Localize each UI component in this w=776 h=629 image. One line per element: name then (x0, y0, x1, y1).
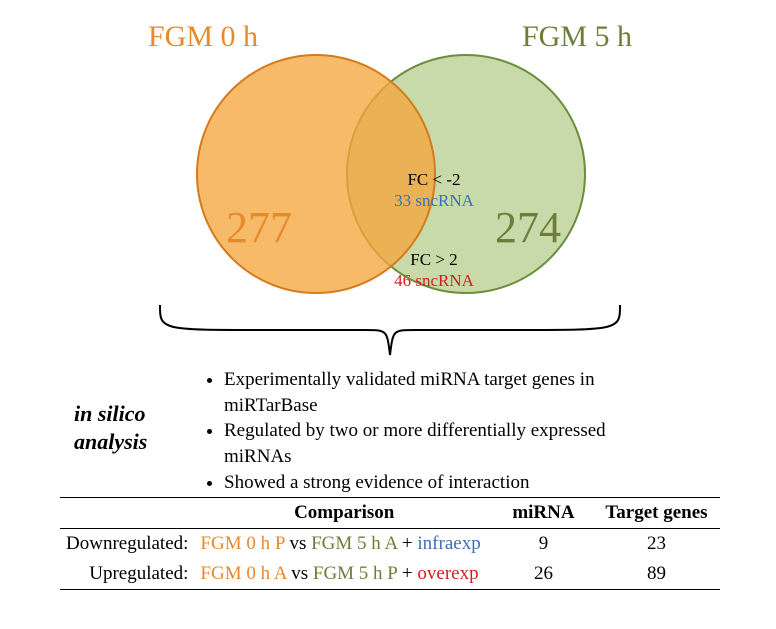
table-row: Upregulated: FGM 0 h A vs FGM 5 h P + ov… (60, 559, 720, 590)
row-comparison: FGM 0 h P vs FGM 5 h A + infraexp (194, 529, 494, 560)
figure-canvas: FGM 0 h FGM 5 h 277 274 FC < -2 33 sncRN… (0, 0, 776, 629)
row-label: Downregulated: (60, 529, 194, 560)
th-comparison: Comparison (194, 498, 494, 529)
intersect-top-cond: FC < -2 (354, 169, 514, 190)
cmp-a2: FGM 5 h P (313, 563, 397, 584)
cmp-vs: vs (286, 563, 312, 584)
venn-left-title: FGM 0 h (148, 20, 258, 54)
cmp-a1: FGM 0 h P (200, 533, 284, 554)
bullet-item: Showed a strong evidence of interaction (224, 470, 670, 496)
cmp-a1: FGM 0 h A (200, 563, 286, 584)
intersect-bot-value: 46 sncRNA (354, 270, 514, 291)
intersect-top-value: 33 sncRNA (354, 190, 514, 211)
cmp-vs: vs (285, 533, 311, 554)
cmp-plus: + (397, 533, 417, 554)
bullet-item: Experimentally validated miRNA target ge… (224, 367, 670, 418)
cmp-expr: overexp (417, 563, 478, 584)
in-silico-line2: analysis (74, 428, 147, 456)
venn-left-count: 277 (226, 202, 292, 253)
cmp-expr: infraexp (417, 533, 480, 554)
venn-intersect-bot: FC > 2 46 sncRNA (354, 249, 514, 292)
row-mirna: 26 (494, 559, 593, 590)
venn-diagram: 277 274 FC < -2 33 sncRNA FC > 2 46 sncR… (0, 54, 776, 314)
brace-icon (155, 300, 625, 360)
row-targets: 89 (593, 559, 720, 590)
th-mirna: miRNA (494, 498, 593, 529)
venn-right-title: FGM 5 h (522, 20, 632, 54)
row-label: Upregulated: (60, 559, 194, 590)
row-targets: 23 (593, 529, 720, 560)
cmp-plus: + (397, 563, 417, 584)
table-header-row: Comparison miRNA Target genes (60, 498, 720, 529)
table-row: Downregulated: FGM 0 h P vs FGM 5 h A + … (60, 529, 720, 560)
intersect-bot-cond: FC > 2 (354, 249, 514, 270)
row-mirna: 9 (494, 529, 593, 560)
venn-intersect-top: FC < -2 33 sncRNA (354, 169, 514, 212)
th-targets: Target genes (593, 498, 720, 529)
row-comparison: FGM 0 h A vs FGM 5 h P + overexp (194, 559, 494, 590)
cmp-a2: FGM 5 h A (311, 533, 397, 554)
bullet-list: Experimentally validated miRNA target ge… (200, 367, 670, 495)
in-silico-label: in silico analysis (74, 400, 147, 455)
in-silico-line1: in silico (74, 400, 147, 428)
bullet-item: Regulated by two or more differentially … (224, 418, 670, 469)
results-table: Comparison miRNA Target genes Downregula… (60, 497, 720, 590)
